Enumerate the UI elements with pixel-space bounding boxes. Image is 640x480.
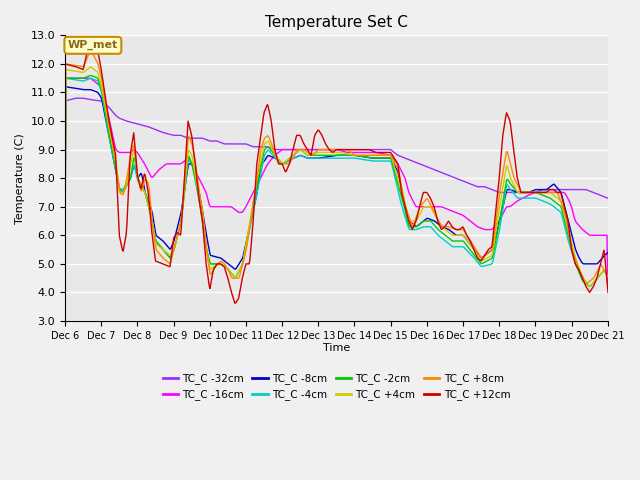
- TC_C +4cm: [586, 283, 594, 289]
- TC_C -32cm: [211, 138, 219, 144]
- TC_C -4cm: [62, 75, 70, 81]
- TC_C +12cm: [71, 64, 79, 70]
- TC_C +12cm: [231, 300, 239, 306]
- TC_C -2cm: [604, 275, 612, 280]
- TC_C -8cm: [127, 172, 135, 178]
- TC_C -2cm: [211, 261, 219, 267]
- TC_C -16cm: [211, 204, 219, 210]
- TC_C -8cm: [404, 213, 412, 218]
- TC_C +12cm: [182, 142, 190, 147]
- Legend: TC_C -32cm, TC_C -16cm, TC_C -8cm, TC_C -4cm, TC_C -2cm, TC_C +4cm, TC_C +8cm, T: TC_C -32cm, TC_C -16cm, TC_C -8cm, TC_C …: [158, 369, 515, 405]
- Title: Temperature Set C: Temperature Set C: [265, 15, 408, 30]
- TC_C -16cm: [72, 75, 79, 81]
- TC_C +4cm: [182, 165, 190, 171]
- Line: TC_C +4cm: TC_C +4cm: [65, 67, 608, 286]
- TC_C -2cm: [61, 240, 69, 245]
- Line: TC_C +12cm: TC_C +12cm: [65, 39, 608, 303]
- TC_C +4cm: [211, 263, 219, 269]
- TC_C +8cm: [71, 62, 79, 68]
- TC_C -32cm: [182, 135, 190, 141]
- TC_C -2cm: [586, 284, 593, 289]
- TC_C -4cm: [61, 240, 69, 245]
- TC_C -2cm: [182, 169, 190, 175]
- TC_C +8cm: [211, 264, 219, 270]
- TC_C +4cm: [419, 205, 427, 211]
- TC_C +4cm: [71, 68, 79, 74]
- Line: TC_C -4cm: TC_C -4cm: [65, 78, 608, 287]
- TC_C -4cm: [182, 171, 190, 177]
- TC_C -4cm: [586, 284, 593, 289]
- TC_C +12cm: [404, 214, 412, 220]
- TC_C -8cm: [231, 266, 239, 272]
- TC_C -32cm: [61, 98, 69, 104]
- TC_C +8cm: [419, 201, 427, 206]
- TC_C +8cm: [87, 48, 95, 53]
- TC_C +12cm: [420, 190, 428, 195]
- TC_C +4cm: [604, 275, 612, 280]
- Line: TC_C -2cm: TC_C -2cm: [65, 75, 608, 287]
- TC_C -8cm: [72, 85, 79, 91]
- TC_C -4cm: [211, 261, 219, 267]
- X-axis label: Time: Time: [323, 344, 350, 353]
- TC_C +12cm: [211, 264, 219, 269]
- TC_C -2cm: [419, 219, 427, 225]
- TC_C -4cm: [403, 220, 411, 226]
- TC_C +12cm: [127, 144, 135, 150]
- TC_C +4cm: [61, 235, 69, 241]
- TC_C -32cm: [71, 96, 79, 101]
- TC_C -16cm: [604, 289, 612, 295]
- TC_C -2cm: [87, 72, 95, 78]
- Line: TC_C -8cm: TC_C -8cm: [65, 87, 608, 269]
- TC_C -32cm: [127, 120, 135, 125]
- Y-axis label: Temperature (C): Temperature (C): [15, 133, 25, 224]
- TC_C -16cm: [61, 185, 69, 191]
- TC_C -4cm: [127, 172, 135, 178]
- TC_C -2cm: [71, 75, 79, 81]
- TC_C -32cm: [403, 156, 411, 162]
- TC_C +8cm: [127, 150, 135, 156]
- TC_C -16cm: [182, 156, 190, 162]
- TC_C -32cm: [604, 195, 612, 201]
- TC_C +8cm: [61, 232, 69, 238]
- TC_C -16cm: [419, 204, 427, 210]
- TC_C -8cm: [604, 250, 612, 256]
- TC_C +8cm: [604, 275, 612, 280]
- Line: TC_C -16cm: TC_C -16cm: [65, 78, 608, 292]
- TC_C +12cm: [604, 287, 612, 292]
- TC_C -32cm: [72, 96, 80, 101]
- TC_C +8cm: [583, 281, 591, 287]
- TC_C -2cm: [127, 169, 135, 175]
- TC_C -8cm: [182, 174, 190, 180]
- TC_C -4cm: [419, 224, 427, 230]
- TC_C -4cm: [604, 275, 612, 280]
- TC_C +12cm: [87, 36, 95, 42]
- TC_C +12cm: [61, 61, 69, 67]
- Line: TC_C -32cm: TC_C -32cm: [65, 98, 608, 198]
- TC_C +8cm: [403, 208, 411, 214]
- TC_C +4cm: [87, 64, 95, 70]
- TC_C -32cm: [419, 162, 427, 168]
- TC_C -8cm: [62, 84, 70, 90]
- TC_C -4cm: [72, 77, 79, 83]
- Line: TC_C +8cm: TC_C +8cm: [65, 50, 608, 284]
- TC_C +4cm: [403, 210, 411, 216]
- TC_C -16cm: [127, 148, 135, 154]
- Text: WP_met: WP_met: [68, 40, 118, 50]
- TC_C -16cm: [62, 75, 70, 81]
- TC_C +4cm: [127, 157, 135, 163]
- TC_C -8cm: [61, 244, 69, 250]
- TC_C -16cm: [403, 182, 411, 188]
- TC_C -8cm: [420, 218, 428, 224]
- TC_C -2cm: [403, 216, 411, 221]
- TC_C +8cm: [182, 155, 190, 160]
- TC_C -8cm: [211, 254, 219, 260]
